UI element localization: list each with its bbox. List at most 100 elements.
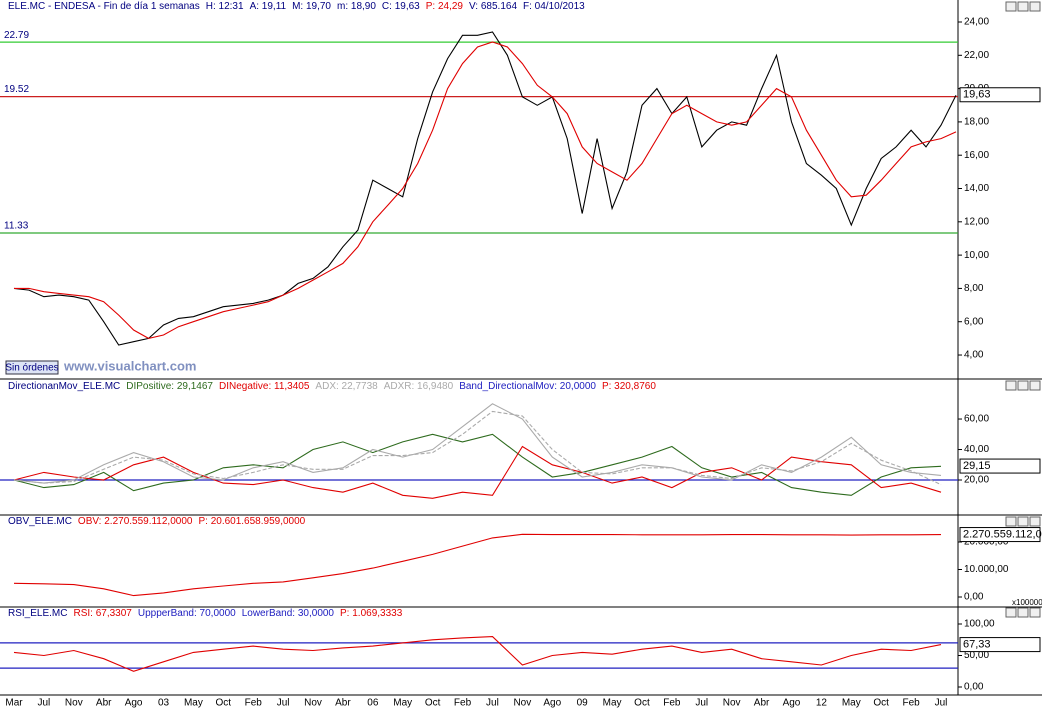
header-info: C: 19,63 xyxy=(382,1,420,12)
header-info: H: 12:31 xyxy=(206,1,244,12)
panel-header: RSI_ELE.MC RSI: 67,3307 UppperBand: 70,000… xyxy=(8,608,403,619)
level-label: 11.33 xyxy=(4,221,29,232)
close-button[interactable] xyxy=(1029,380,1041,391)
legend-entry: ADXR: 16,9480 xyxy=(384,381,454,392)
x-tick-label: Oct xyxy=(216,698,232,709)
header-info: P: 24,29 xyxy=(426,1,464,12)
header-info: F: 04/10/2013 xyxy=(523,1,585,12)
legend-entry: DIPositive: 29,1467 xyxy=(126,381,213,392)
y-tick-label: 0,00 xyxy=(964,682,984,693)
close-button[interactable] xyxy=(1029,607,1041,618)
x-tick-label: Jul xyxy=(38,698,51,709)
y-tick-label: 40,00 xyxy=(964,444,989,455)
y-tick-label: 10.000,00 xyxy=(964,564,1009,575)
x-tick-label: Nov xyxy=(723,698,741,709)
y-tick-label: 0,00 xyxy=(964,592,984,603)
minimize-button[interactable] xyxy=(1005,1,1017,12)
last-value-tag xyxy=(959,637,1041,653)
y-tick-label: 60,00 xyxy=(964,414,989,425)
series-line xyxy=(14,41,957,339)
x-tick-label: May xyxy=(603,698,622,709)
x-tick-label: Ago xyxy=(543,698,561,709)
legend-entry: OBV: 2.270.559.112,0000 xyxy=(78,516,193,527)
panel-title: OBV_ELE.MC xyxy=(8,516,72,527)
x-tick-label: Abr xyxy=(754,698,770,709)
minimize-button[interactable] xyxy=(1005,516,1017,527)
legend-entry: DINegative: 11,3405 xyxy=(219,381,310,392)
series-line xyxy=(13,433,942,496)
last-value-label: 2.270.559.112,0 xyxy=(963,528,1042,540)
maximize-button[interactable] xyxy=(1017,1,1029,12)
x-tick-label: Abr xyxy=(335,698,351,709)
close-button[interactable] xyxy=(1029,516,1041,527)
x-tick-label: Feb xyxy=(902,698,920,709)
x-tick-label: Nov xyxy=(65,698,83,709)
panel-title: RSI_ELE.MC xyxy=(8,608,67,619)
x-tick-label: Feb xyxy=(663,698,681,709)
x-tick-label: Nov xyxy=(513,698,531,709)
legend-entry: UppperBand: 70,0000 xyxy=(138,608,236,619)
y-tick-label: 6,00 xyxy=(964,316,984,327)
x-tick-label: 12 xyxy=(816,698,828,709)
minimize-button[interactable] xyxy=(1005,380,1017,391)
y-tick-label: 22,00 xyxy=(964,50,989,61)
x-tick-label: Ago xyxy=(125,698,143,709)
panel-header: ELE.MC - ENDESA - Fin de día 1 semanas H:… xyxy=(8,1,585,12)
legend-entry: ADX: 22,7738 xyxy=(315,381,378,392)
panel-header: DirectionanMov_ELE.MC DIPositive: 29,1467… xyxy=(8,381,656,392)
x-tick-label: 09 xyxy=(577,698,589,709)
panel-header: OBV_ELE.MC OBV: 2.270.559.112,0000 P: 20.6… xyxy=(8,516,306,527)
x-tick-label: Ago xyxy=(783,698,801,709)
legend-entry: RSI: 67,3307 xyxy=(73,608,132,619)
series-line xyxy=(13,636,942,672)
y-tick-label: 12,00 xyxy=(964,216,989,227)
x-tick-label: Jul xyxy=(277,698,290,709)
legend-entry: P: 20.601.658.959,0000 xyxy=(198,516,305,527)
x-tick-label: Nov xyxy=(304,698,322,709)
orders-button[interactable] xyxy=(5,360,59,375)
x-tick-label: May xyxy=(842,698,861,709)
last-value-label: 67,33 xyxy=(963,638,991,650)
y-tick-label: 100,00 xyxy=(964,619,995,630)
legend-entry: P: 1.069,3333 xyxy=(340,608,403,619)
y-tick-label: 20,00 xyxy=(964,475,989,486)
scale-note: x100000 xyxy=(1012,598,1042,607)
y-tick-label: 10,00 xyxy=(964,250,989,261)
x-tick-label: Feb xyxy=(454,698,472,709)
panel-title: ELE.MC - ENDESA - Fin de día 1 semanas xyxy=(8,1,200,12)
level-label: 19.52 xyxy=(4,84,29,95)
x-tick-label: Jul xyxy=(695,698,708,709)
legend-entry: P: 320,8760 xyxy=(602,381,656,392)
x-tick-label: 06 xyxy=(367,698,379,709)
series-line xyxy=(13,533,942,597)
y-tick-label: 20.000,00 xyxy=(964,537,1009,548)
header-info: M: 19,70 xyxy=(292,1,331,12)
maximize-button[interactable] xyxy=(1017,607,1029,618)
y-tick-label: 24,00 xyxy=(964,17,989,28)
window-controls xyxy=(1005,1,1041,618)
series-line xyxy=(13,445,942,499)
minimize-button[interactable] xyxy=(1005,607,1017,618)
close-button[interactable] xyxy=(1029,1,1041,12)
last-value-tag xyxy=(959,527,1041,543)
x-tick-label: Feb xyxy=(245,698,263,709)
y-tick-label: 16,00 xyxy=(964,150,989,161)
legend-entry: Band_DirectionalMov: 20,0000 xyxy=(459,381,596,392)
header-info: V: 685.164 xyxy=(469,1,517,12)
legend-entry: LowerBand: 30,0000 xyxy=(242,608,335,619)
y-tick-label: 18,00 xyxy=(964,117,989,128)
series-line xyxy=(13,410,942,486)
y-tick-label: 50,00 xyxy=(964,650,989,661)
maximize-button[interactable] xyxy=(1017,380,1029,391)
series-line xyxy=(13,403,942,484)
x-tick-label: 03 xyxy=(158,698,170,709)
maximize-button[interactable] xyxy=(1017,516,1029,527)
orders-button-label[interactable]: Sin órdenes xyxy=(5,363,58,374)
x-tick-label: Oct xyxy=(873,698,889,709)
last-value-tag xyxy=(959,87,1041,103)
x-tick-label: May xyxy=(393,698,412,709)
panel-title: DirectionanMov_ELE.MC xyxy=(8,381,120,392)
